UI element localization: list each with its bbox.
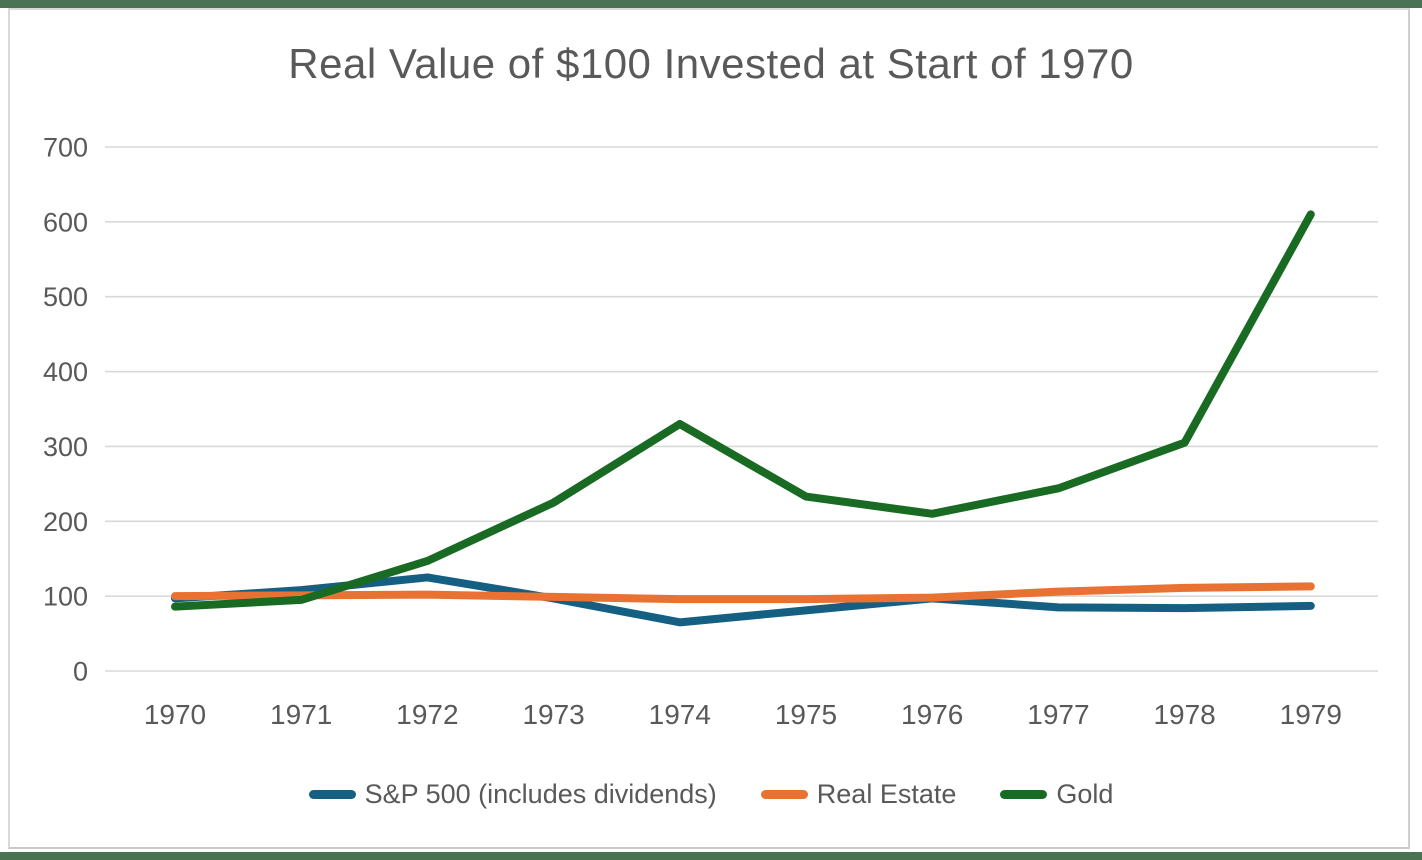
legend-label-1: S&P 500 (includes dividends) [364, 779, 717, 809]
x-tick-label-1974: 1974 [649, 699, 711, 730]
x-tick-label-1975: 1975 [775, 699, 837, 730]
y-tick-label-0: 0 [73, 657, 88, 687]
series-line-2 [171, 582, 1315, 604]
y-tick-label-300: 300 [43, 432, 88, 462]
legend-label-2: Real Estate [816, 779, 957, 809]
legend-item-3: Gold [1000, 779, 1113, 810]
x-tick-label-1973: 1973 [522, 699, 584, 730]
x-tick-label-1979: 1979 [1280, 699, 1342, 730]
y-tick-label-500: 500 [43, 282, 88, 312]
chart-frame [8, 8, 1410, 849]
y-tick-label-600: 600 [43, 207, 88, 237]
legend-swatch-icon [760, 790, 808, 799]
y-tick-label-400: 400 [43, 357, 88, 387]
legend-swatch-icon [308, 790, 356, 799]
legend-label-3: Gold [1056, 779, 1114, 809]
worksheet-bottom-strip [0, 852, 1422, 860]
y-tick-label-200: 200 [43, 507, 88, 537]
series-line-3 [171, 210, 1315, 611]
x-tick-label-1972: 1972 [396, 699, 458, 730]
chart-legend: S&P 500 (includes dividends) Real Estate G… [0, 779, 1422, 810]
y-tick-label-100: 100 [43, 582, 88, 612]
x-tick-label-1971: 1971 [270, 699, 332, 730]
chart-title: Real Value of $100 Invested at Start of … [288, 40, 1134, 87]
x-tick-label-1970: 1970 [144, 699, 206, 730]
legend-swatch-icon [1000, 790, 1048, 799]
legend-item-1: S&P 500 (includes dividends) [308, 779, 717, 810]
x-tick-label-1978: 1978 [1153, 699, 1215, 730]
legend-item-2: Real Estate [760, 779, 957, 810]
y-tick-label-700: 700 [43, 133, 88, 163]
x-tick-label-1976: 1976 [901, 699, 963, 730]
x-tick-label-1977: 1977 [1027, 699, 1089, 730]
worksheet-top-strip [0, 0, 1422, 8]
